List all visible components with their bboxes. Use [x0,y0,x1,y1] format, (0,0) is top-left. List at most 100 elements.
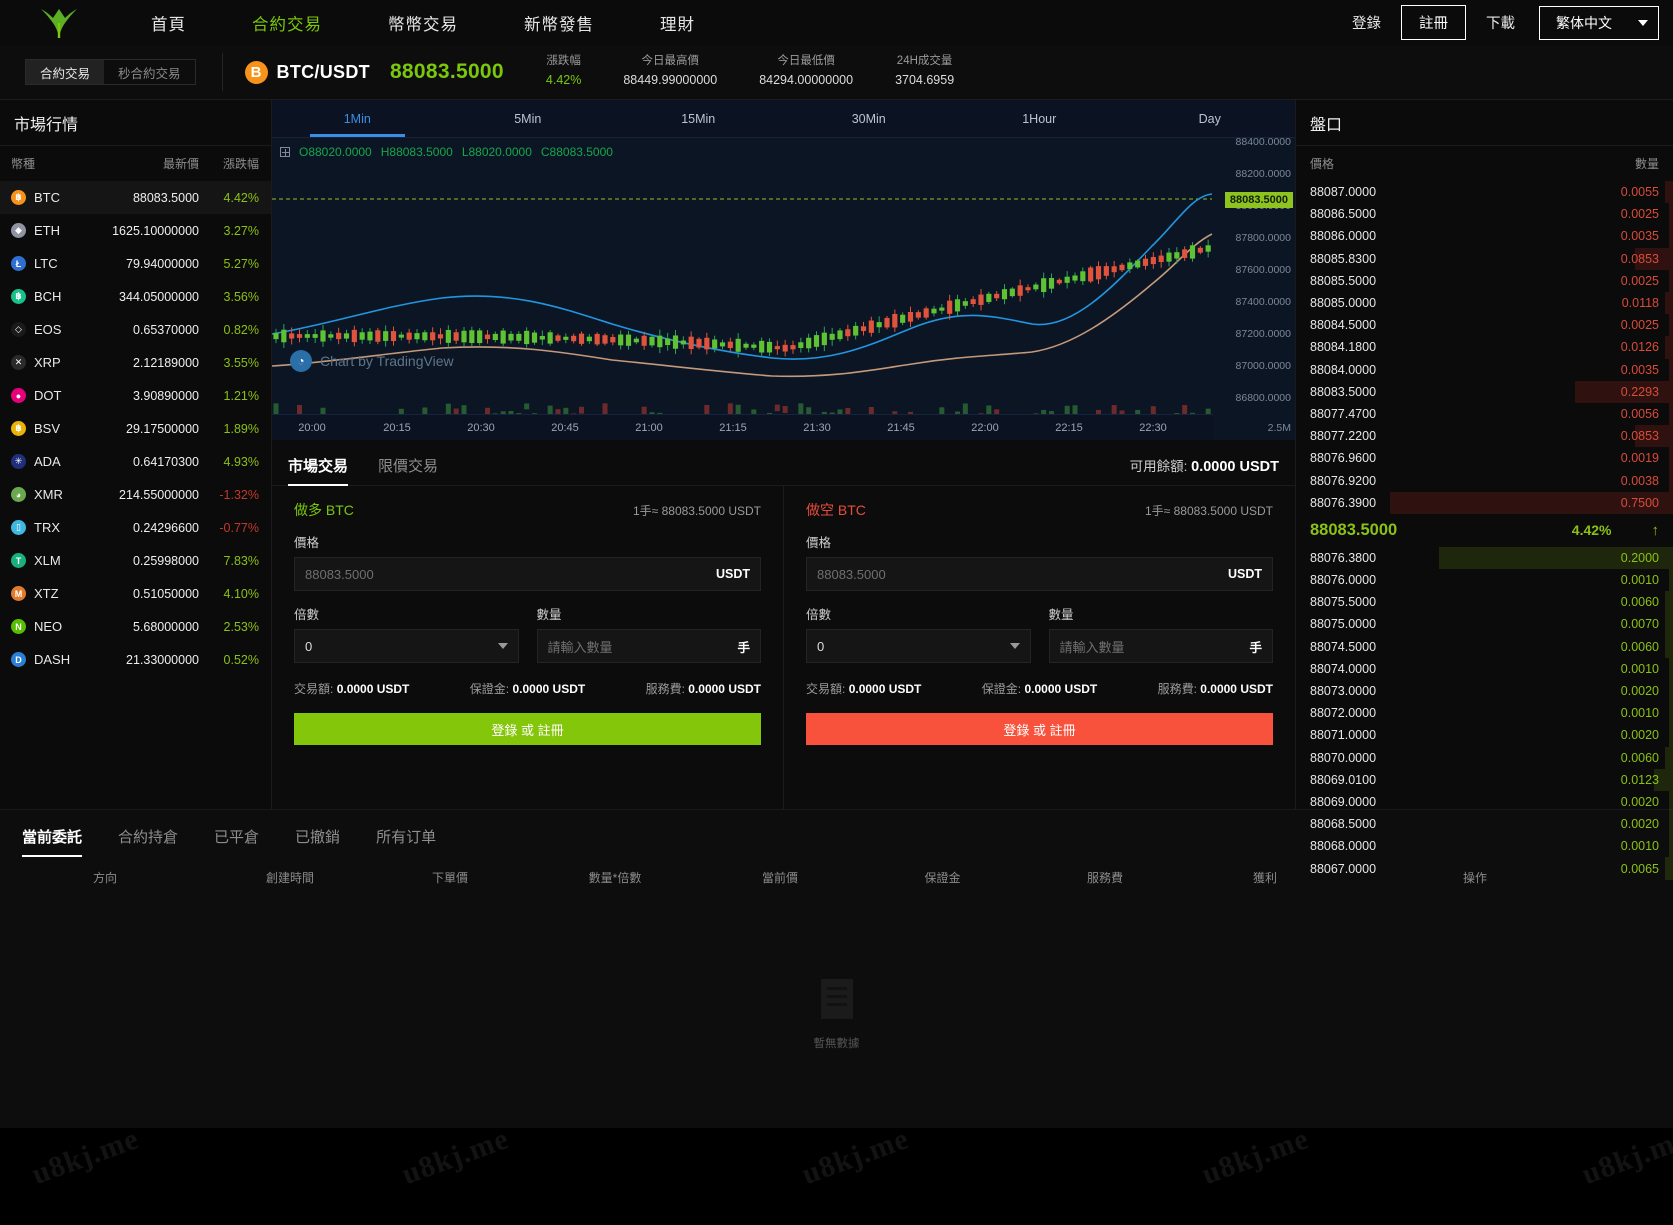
nav-link-0[interactable]: 首頁 [151,15,186,34]
orderbook-ask-row[interactable]: 88086.0000 0.0035 [1296,225,1673,248]
language-selector[interactable]: 繁体中文 [1539,5,1659,40]
tab-market-trade[interactable]: 市場交易 [288,455,349,486]
orderbook-bid-row[interactable]: 88072.0000 0.0010 [1296,702,1673,725]
orderbook-ask-row[interactable]: 88077.2200 0.0853 [1296,425,1673,448]
orderbook-ask-row[interactable]: 88084.0000 0.0035 [1296,358,1673,381]
market-row-xtz[interactable]: M XTZ 0.51050000 4.10% [0,577,271,610]
coin-icon-bch: ฿ [11,289,26,304]
tab-limit-trade[interactable]: 限價交易 [378,457,439,475]
orderbook-ask-row[interactable]: 88087.0000 0.0055 [1296,181,1673,204]
price-chart[interactable]: 1Min 5Min 15Min 30Min 1Hour Day O88020.0… [272,100,1295,440]
orderbook-bid-row[interactable]: 88073.0000 0.0020 [1296,679,1673,703]
download-link[interactable]: 下載 [1486,16,1515,32]
tab-current-orders[interactable]: 當前委託 [22,826,83,857]
orderbook-ask-row[interactable]: 88084.1800 0.0126 [1296,336,1673,359]
login-link[interactable]: 登錄 [1352,16,1381,32]
trade-mode-seconds[interactable]: 秒合約交易 [118,66,181,81]
market-row-ada[interactable]: ✳ ADA 0.64170300 4.93% [0,445,271,478]
market-row-eos[interactable]: ◇ EOS 0.65370000 0.82% [0,313,271,346]
register-button[interactable]: 註冊 [1401,5,1466,40]
orderbook-ask-row[interactable]: 88084.5000 0.0025 [1296,314,1673,337]
short-amount-input[interactable]: 請輸入數量 手 [1048,629,1273,663]
orderbook-price: 88085.8300 [1310,251,1377,266]
short-margin: 保證金: 0.0000 USDT [982,680,1097,697]
trade-mode-switch: 合約交易 秒合約交易 [25,59,196,85]
orderbook-qty: 0.0118 [1621,296,1659,311]
orderbook-ask-row[interactable]: 88077.4700 0.0056 [1296,402,1673,426]
market-row-btc[interactable]: ฿ BTC 88083.5000 4.42% [0,181,271,214]
timeframe-day[interactable]: Day [1198,111,1221,126]
market-row-xlm[interactable]: T XLM 0.25998000 7.83% [0,544,271,577]
empty-document-icon [820,979,853,1019]
expand-icon[interactable] [280,147,290,157]
tab-cancelled[interactable]: 已撤銷 [295,829,341,846]
market-symbol: BCH [34,289,62,304]
tab-positions[interactable]: 合約持倉 [118,829,179,846]
orderbook-bid-row[interactable]: 88067.0000 0.0065 [1296,857,1673,880]
orderbook-bid-row[interactable]: 88074.5000 0.0060 [1296,635,1673,658]
timeframe-1hour[interactable]: 1Hour [1022,111,1057,126]
nav-link-2[interactable]: 幣幣交易 [388,15,458,34]
orderbook-bid-row[interactable]: 88076.3800 0.2000 [1296,546,1673,569]
short-leverage-select[interactable]: 0 [806,629,1031,663]
orderbook-bid-row[interactable]: 88068.5000 0.0020 [1296,813,1673,836]
site-logo[interactable] [0,7,118,39]
orderbook-bid-row[interactable]: 88075.5000 0.0060 [1296,591,1673,614]
orders-col-3: 數量*倍數 [588,871,642,885]
market-row-dash[interactable]: D DASH 21.33000000 0.52% [0,643,271,676]
short-submit-button[interactable]: 登錄 或 註冊 [806,713,1273,745]
trade-mode-contract[interactable]: 合約交易 [26,60,105,84]
orderbook-bid-row[interactable]: 88069.0100 0.0123 [1296,768,1673,791]
orderbook-ask-row[interactable]: 88086.5000 0.0025 [1296,203,1673,226]
orderbook-qty: 0.0056 [1620,406,1659,421]
short-price-input[interactable]: 88083.5000 USDT [806,557,1273,591]
long-leverage-value: 0 [305,638,313,654]
short-turnover: 交易額: 0.0000 USDT [806,680,921,697]
tab-all-orders[interactable]: 所有订单 [376,829,437,846]
nav-link-3[interactable]: 新幣發售 [524,15,594,34]
timeframe-15min[interactable]: 15Min [681,111,716,126]
orderbook-bid-row[interactable]: 88076.0000 0.0010 [1296,569,1673,592]
ohlc-open: O88020.0000 [299,145,372,159]
orderbook-ask-row[interactable]: 88085.0000 0.0118 [1296,291,1673,315]
market-row-bch[interactable]: ฿ BCH 344.05000000 3.56% [0,280,271,313]
orderbook-ask-row[interactable]: 88076.9200 0.0038 [1296,469,1673,492]
long-leverage-select[interactable]: 0 [294,629,519,663]
timeframe-1min[interactable]: 1Min [272,100,443,137]
orderbook-bid-row[interactable]: 88075.0000 0.0070 [1296,613,1673,636]
watermark: u8kj.me [1577,1122,1673,1192]
market-change: 7.83% [223,553,259,568]
market-row-bsv[interactable]: ฿ BSV 29.17500000 1.89% [0,412,271,445]
market-row-xrp[interactable]: ✕ XRP 2.12189000 3.55% [0,346,271,379]
timeframe-5min[interactable]: 5Min [514,111,542,126]
orderbook-bid-row[interactable]: 88074.0000 0.0010 [1296,657,1673,680]
orderbook-ask-row[interactable]: 88085.5000 0.0025 [1296,269,1673,292]
market-row-dot[interactable]: ● DOT 3.90890000 1.21% [0,379,271,412]
orderbook-ask-row[interactable]: 88083.5000 0.2293 [1296,380,1673,403]
nav-link-1[interactable]: 合約交易 [252,15,322,34]
market-row-eth[interactable]: ◆ ETH 1625.10000000 3.27% [0,214,271,247]
market-change: 3.27% [223,223,259,238]
orderbook-ask-row[interactable]: 88085.8300 0.0853 [1296,247,1673,270]
orderbook-qty: 0.0123 [1620,772,1659,787]
orderbook-ask-row[interactable]: 88076.9600 0.0019 [1296,447,1673,470]
orderbook-bid-row[interactable]: 88070.0000 0.0060 [1296,746,1673,769]
timeframe-30min[interactable]: 30Min [851,111,886,126]
long-submit-button[interactable]: 登錄 或 註冊 [294,713,761,745]
orderbook-bid-row[interactable]: 88071.0000 0.0020 [1296,724,1673,747]
long-price-input[interactable]: 88083.5000 USDT [294,557,761,591]
orderbook-bid-row[interactable]: 88068.0000 0.0010 [1296,835,1673,858]
short-fee: 服務費: 0.0000 USDT [1158,680,1273,697]
order-book-mid-price: 88083.5000 4.42% ↑ [1296,514,1673,547]
market-row-neo[interactable]: N NEO 5.68000000 2.53% [0,610,271,643]
orderbook-bid-row[interactable]: 88069.0000 0.0020 [1296,790,1673,814]
market-row-ltc[interactable]: Ł LTC 79.94000000 5.27% [0,247,271,280]
orderbook-ask-row[interactable]: 88076.3900 0.7500 [1296,491,1673,514]
top-navigation-bar: 首頁 合約交易 幣幣交易 新幣發售 理財 登錄 註冊 下載 繁体中文 [0,0,1673,45]
market-row-xmr[interactable]: ◕ XMR 214.55000000 -1.32% [0,478,271,511]
market-row-trx[interactable]: ▯ TRX 0.24296600 -0.77% [0,511,271,544]
nav-link-4[interactable]: 理財 [660,15,695,34]
long-amount-input[interactable]: 請輸入數量 手 [536,629,761,663]
tab-closed[interactable]: 已平倉 [214,829,260,846]
orderbook-qty: 0.0020 [1620,728,1659,743]
